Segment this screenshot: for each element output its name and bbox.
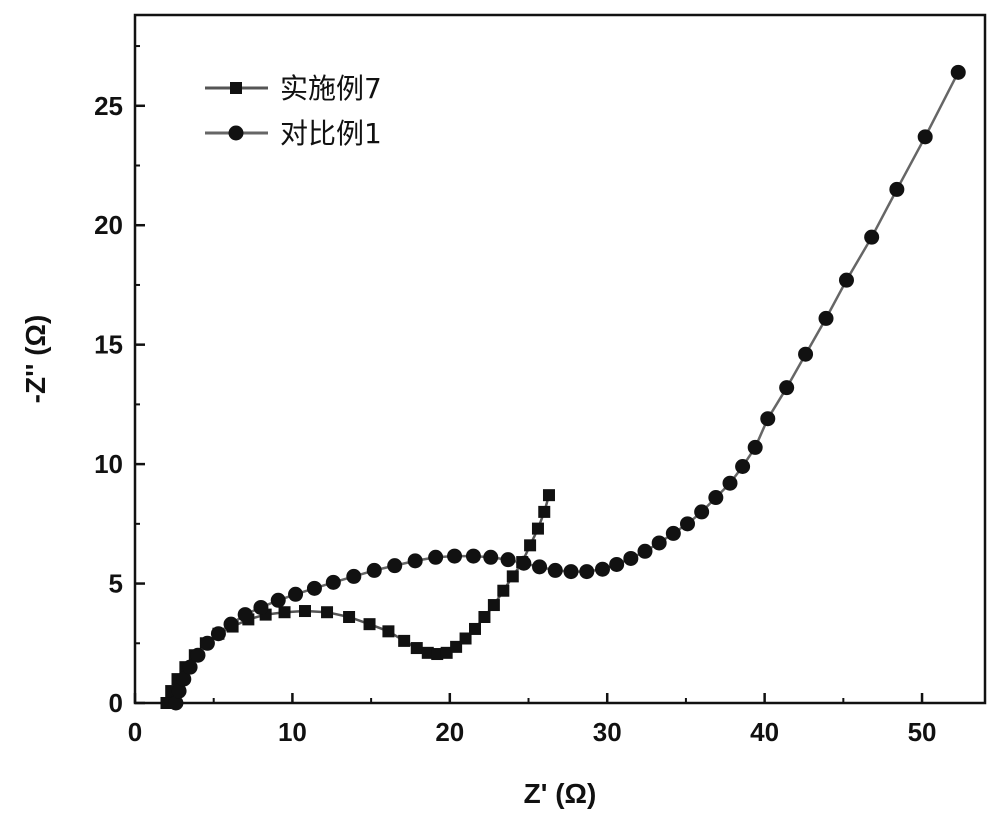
series-2-point	[838, 272, 854, 288]
y-tick-label-0: 0	[109, 688, 123, 718]
x-tick-label-3: 30	[593, 717, 622, 747]
series-2-point	[483, 549, 499, 565]
series-1-point	[410, 642, 423, 655]
series-1-point	[398, 634, 411, 647]
series-1-point	[321, 606, 334, 619]
series-2-point	[595, 561, 610, 577]
series-2-point	[171, 683, 187, 699]
series-1-point	[459, 632, 472, 645]
series-2-point	[270, 592, 286, 608]
series-1-point	[542, 489, 555, 502]
series-1-point	[431, 648, 444, 661]
series-2-point	[651, 535, 667, 551]
series-2-point	[609, 556, 625, 572]
x-tick-label-5: 50	[908, 717, 937, 747]
series-2-point	[306, 580, 322, 596]
series-2-point	[779, 380, 795, 396]
series-2-point	[818, 310, 834, 326]
series-2-point	[182, 659, 198, 675]
y-tick-label-1: 5	[109, 569, 123, 599]
series-2-point	[366, 562, 382, 578]
series-2	[168, 64, 966, 711]
series-2-point	[722, 475, 738, 491]
x-tick-label-1: 10	[278, 717, 307, 747]
series-1-point	[538, 505, 551, 518]
legend: 实施例7 对比例1	[205, 72, 382, 150]
series-2-point	[346, 568, 362, 584]
series-2-point	[579, 564, 595, 580]
series-2-point	[798, 346, 814, 362]
series-1-point	[343, 611, 356, 623]
series-2-point	[694, 504, 710, 520]
series-2-point	[500, 552, 516, 568]
series-1-point	[487, 599, 500, 612]
series-2-point	[532, 559, 548, 575]
x-axis-title: Z' (Ω)	[524, 778, 597, 809]
series-2-point	[288, 586, 304, 602]
series-2-point	[680, 516, 695, 532]
series-1-point	[478, 611, 491, 623]
series-2-point	[325, 574, 341, 590]
legend-marker-series-2	[228, 125, 244, 141]
series-1-point	[278, 606, 291, 619]
series-1-point	[440, 646, 453, 659]
series-layer	[160, 64, 966, 711]
series-2-line	[174, 71, 960, 704]
axis-ticks: 0 10 20 30 40 50 0 5 10 15 20 25	[94, 45, 937, 747]
series-2-point	[889, 181, 905, 197]
series-1-point	[524, 539, 537, 552]
plot-frame	[133, 13, 987, 705]
series-2-point	[387, 558, 403, 574]
series-2-point	[665, 525, 681, 541]
series-1-point	[363, 618, 376, 631]
series-1-point	[382, 625, 395, 638]
series-2-point	[760, 411, 776, 427]
legend-label-series-2: 对比例1	[280, 117, 382, 150]
y-tick-label-5: 25	[94, 91, 123, 121]
series-2-point	[176, 671, 192, 687]
series-2-point	[747, 439, 763, 455]
series-1-point	[421, 646, 434, 659]
series-1-point	[506, 570, 519, 583]
x-tick-label-4: 40	[750, 717, 779, 747]
series-2-point	[223, 616, 239, 632]
series-1-point	[450, 640, 463, 653]
y-tick-label-3: 15	[94, 330, 123, 360]
series-1-point	[531, 522, 544, 535]
y-axis-title: -Z'' (Ω)	[20, 315, 51, 404]
series-2-point	[708, 490, 724, 506]
series-1	[160, 489, 555, 709]
series-1-point	[469, 622, 481, 635]
series-2-point	[465, 548, 481, 564]
series-2-point	[428, 549, 444, 565]
series-1-point	[299, 605, 311, 618]
series-2-point	[447, 548, 463, 564]
series-2-point	[199, 635, 215, 651]
series-2-point	[950, 64, 966, 80]
legend-label-series-1: 实施例7	[280, 72, 382, 105]
series-2-point	[253, 599, 269, 615]
series-2-point	[563, 564, 579, 580]
series-2-point	[168, 695, 184, 711]
series-2-point	[407, 553, 423, 569]
series-2-point	[516, 555, 532, 571]
legend-marker-series-1	[230, 82, 242, 94]
x-tick-label-2: 20	[435, 717, 464, 747]
series-2-point	[637, 543, 653, 559]
series-2-point	[210, 626, 226, 642]
series-1-point	[497, 584, 510, 597]
series-2-point	[864, 229, 880, 245]
x-tick-label-0: 0	[128, 717, 142, 747]
series-2-point	[237, 607, 253, 623]
series-2-point	[735, 459, 751, 474]
series-2-point	[917, 129, 933, 145]
series-2-point	[190, 647, 206, 663]
y-tick-label-2: 10	[94, 449, 123, 479]
series-2-point	[623, 550, 639, 566]
series-2-point	[547, 562, 563, 578]
y-tick-label-4: 20	[94, 210, 123, 240]
